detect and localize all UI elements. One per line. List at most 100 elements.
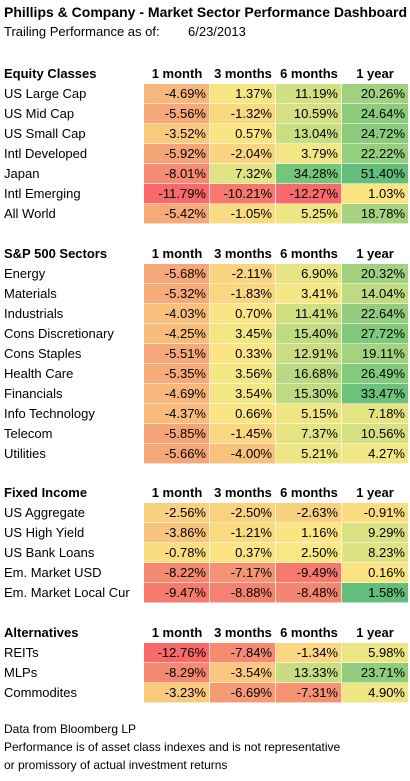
row-label: Cons Discretionary	[4, 326, 114, 341]
performance-cell: -2.56%	[144, 503, 210, 523]
performance-cell: 1.03%	[342, 184, 408, 204]
row-label: All World	[4, 206, 56, 221]
performance-cell: -8.22%	[144, 563, 210, 583]
row-label: US Bank Loans	[4, 545, 95, 560]
table-row: All World -5.42% -1.05% 5.25% 18.78%	[4, 204, 408, 224]
performance-cell: 13.04%	[276, 124, 342, 144]
performance-cell: 14.04%	[342, 284, 408, 304]
performance-cell: -10.21%	[210, 184, 276, 204]
row-label: Em. Market Local Cur	[4, 585, 130, 600]
performance-cell: -5.56%	[144, 104, 210, 124]
column-header: 3 months	[214, 485, 272, 500]
row-label: REITs	[4, 645, 39, 660]
table-row: Commodites -3.23% -6.69% -7.31% 4.90%	[4, 683, 408, 703]
footer-disclaimer-1: Performance is of asset class indexes an…	[4, 740, 341, 754]
performance-cell: -7.31%	[276, 683, 342, 703]
table-row: Em. Market USD -8.22% -7.17% -9.49% 0.16%	[4, 563, 408, 583]
table-row: Materials -5.32% -1.83% 3.41% 14.04%	[4, 284, 408, 304]
performance-cell: 0.66%	[210, 404, 276, 424]
performance-cell: 1.37%	[210, 84, 276, 104]
performance-cell: -5.32%	[144, 284, 210, 304]
table-row: US Bank Loans -0.78% 0.37% 2.50% 8.23%	[4, 543, 408, 563]
row-label: US High Yield	[4, 525, 85, 540]
table-row: Info Technology -4.37% 0.66% 5.15% 7.18%	[4, 404, 408, 424]
performance-cell: -7.17%	[210, 563, 276, 583]
performance-cell: -5.35%	[144, 364, 210, 384]
performance-cell: 0.16%	[342, 563, 408, 583]
performance-cell: 5.25%	[276, 204, 342, 224]
table-row: US Large Cap -4.69% 1.37% 11.19% 20.26%	[4, 84, 408, 104]
performance-cell: -8.88%	[210, 583, 276, 603]
performance-cell: 0.37%	[210, 543, 276, 563]
column-header: 1 month	[151, 66, 203, 81]
performance-cell: 7.37%	[276, 424, 342, 444]
footer-source: Data from Bloomberg LP	[4, 722, 137, 736]
table-row: US Small Cap -3.52% 0.57% 13.04% 24.72%	[4, 124, 408, 144]
table-row: MLPs -8.29% -3.54% 13.33% 23.71%	[4, 663, 408, 683]
row-label: Telecom	[4, 426, 53, 441]
column-header: 1 month	[151, 485, 203, 500]
performance-cell: -9.47%	[144, 583, 210, 603]
performance-cell: 11.19%	[276, 84, 342, 104]
performance-cell: -12.76%	[144, 643, 210, 663]
performance-cell: 16.68%	[276, 364, 342, 384]
performance-cell: 27.72%	[342, 324, 408, 344]
section-header-row: S&P 500 Sectors 1 month 3 months 6 months 1 …	[4, 244, 408, 264]
performance-cell: -3.86%	[144, 523, 210, 543]
footer-disclaimer-2: or promissory of actual investment retur…	[4, 758, 228, 772]
performance-cell: 8.23%	[342, 543, 408, 563]
performance-cell: 7.18%	[342, 404, 408, 424]
performance-cell: 13.33%	[276, 663, 342, 683]
performance-cell: -5.92%	[144, 144, 210, 164]
table-row: Health Care -5.35% 3.56% 16.68% 26.49%	[4, 364, 408, 384]
row-label: Intl Developed	[4, 146, 88, 161]
section-sp500-sectors: S&P 500 Sectors 1 month 3 months 6 months 1 …	[4, 244, 408, 464]
performance-cell: 7.32%	[210, 164, 276, 184]
table-row: REITs -12.76% -7.84% -1.34% 5.98%	[4, 643, 408, 663]
column-header: 3 months	[214, 246, 272, 261]
performance-cell: 10.59%	[276, 104, 342, 124]
as-of-label: Trailing Performance as of:	[4, 24, 160, 39]
performance-cell: -2.50%	[210, 503, 276, 523]
performance-cell: 1.58%	[342, 583, 408, 603]
section-title: Fixed Income	[4, 485, 88, 500]
performance-cell: 18.78%	[342, 204, 408, 224]
performance-cell: -8.48%	[276, 583, 342, 603]
section-header-row: Equity Classes 1 month 3 months 6 months 1 y…	[4, 64, 408, 84]
footer-notes: Data from Bloomberg LP Performance is of…	[4, 720, 408, 774]
column-header: 6 months	[280, 625, 338, 640]
performance-cell: 3.45%	[210, 324, 276, 344]
column-header: 6 months	[280, 66, 338, 81]
performance-cell: 5.98%	[342, 643, 408, 663]
performance-cell: 3.41%	[276, 284, 342, 304]
performance-cell: 2.50%	[276, 543, 342, 563]
section-equity-classes: Equity Classes 1 month 3 months 6 months 1 y…	[4, 64, 408, 224]
performance-cell: 22.64%	[342, 304, 408, 324]
table-row: US Mid Cap -5.56% -1.32% 10.59% 24.64%	[4, 104, 408, 124]
performance-cell: 0.57%	[210, 124, 276, 144]
table-row: Energy -5.68% -2.11% 6.90% 20.32%	[4, 264, 408, 284]
performance-cell: 0.70%	[210, 304, 276, 324]
performance-cell: -1.05%	[210, 204, 276, 224]
performance-cell: -6.69%	[210, 683, 276, 703]
performance-cell: -5.85%	[144, 424, 210, 444]
performance-cell: 6.90%	[276, 264, 342, 284]
table-row: Intl Developed -5.92% -2.04% 3.79% 22.22%	[4, 144, 408, 164]
row-label: US Mid Cap	[4, 106, 75, 121]
row-label: Commodites	[4, 685, 77, 700]
performance-cell: -5.68%	[144, 264, 210, 284]
row-label: Energy	[4, 266, 46, 281]
row-label: Utilities	[4, 446, 46, 461]
row-label: Industrials	[4, 306, 64, 321]
row-label: Intl Emerging	[4, 186, 81, 201]
table-row: Cons Discretionary -4.25% 3.45% 15.40% 27.72…	[4, 324, 408, 344]
performance-cell: -1.32%	[210, 104, 276, 124]
performance-cell: -7.84%	[210, 643, 276, 663]
performance-cell: 1.16%	[276, 523, 342, 543]
performance-cell: 20.32%	[342, 264, 408, 284]
dashboard-header: Phillips & Company - Market Sector Perfo…	[4, 2, 408, 42]
row-label: MLPs	[4, 665, 38, 680]
column-header: 1 month	[151, 246, 203, 261]
performance-cell: 20.26%	[342, 84, 408, 104]
performance-cell: 3.56%	[210, 364, 276, 384]
